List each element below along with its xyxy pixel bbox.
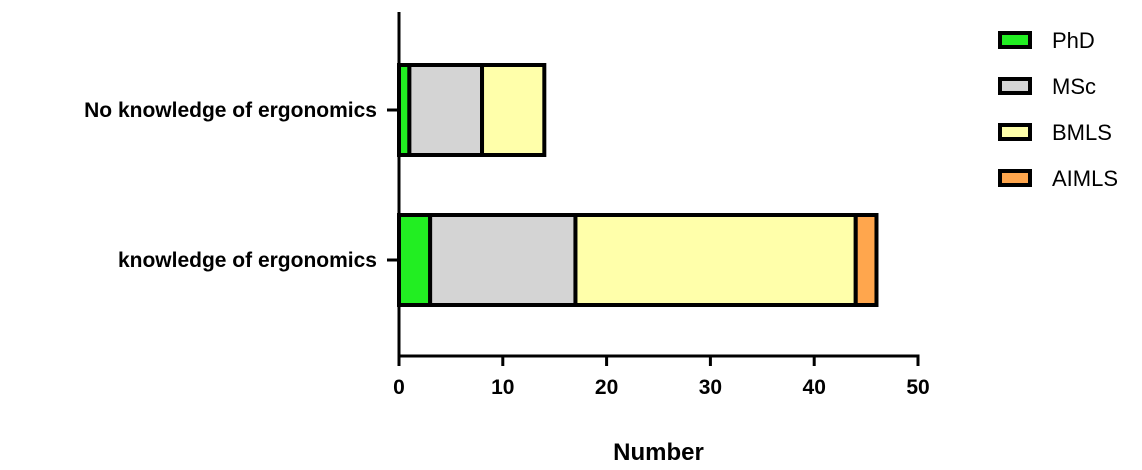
x-ticks-group: 0 10 20 30 40 50: [393, 356, 930, 399]
y-ticks-group: No knowledge of ergonomics knowledge of e…: [84, 99, 399, 272]
legend-swatch-bmls: [998, 123, 1032, 141]
legend-swatch-phd: [998, 31, 1032, 49]
legend: PhD MSc BMLS AIMLS: [998, 28, 1118, 191]
bar-bmls-1: [573, 213, 858, 307]
bar-msc-0: [407, 63, 485, 157]
bar-bmls-0: [480, 63, 547, 157]
legend-swatch-aimls: [998, 169, 1032, 187]
category-label: No knowledge of ergonomics: [84, 99, 377, 122]
x-tick-label: 10: [491, 376, 514, 399]
x-tick-label: 0: [393, 376, 405, 399]
bars-group: [397, 63, 879, 307]
bar-aimls-1: [853, 213, 879, 307]
bar-phd-1: [397, 213, 433, 307]
x-tick-label: 30: [699, 376, 722, 399]
legend-label-phd: PhD: [1052, 28, 1095, 53]
x-axis-title: Number: [613, 439, 704, 466]
legend-label-aimls: AIMLS: [1052, 166, 1118, 191]
category-label: knowledge of ergonomics: [118, 249, 377, 272]
x-tick-label: 20: [595, 376, 618, 399]
legend-label-bmls: BMLS: [1052, 120, 1112, 145]
x-tick-label: 40: [803, 376, 826, 399]
legend-swatch-msc: [998, 77, 1032, 95]
x-tick-label: 50: [906, 376, 929, 399]
bar-msc-1: [428, 213, 578, 307]
legend-label-msc: MSc: [1052, 74, 1096, 99]
